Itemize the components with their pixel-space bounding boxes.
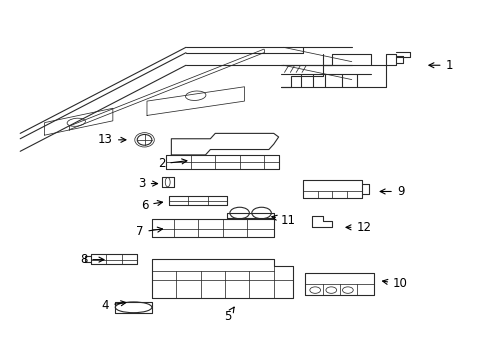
Text: 6: 6 xyxy=(141,199,162,212)
Text: 7: 7 xyxy=(136,225,162,238)
Text: 12: 12 xyxy=(346,221,371,234)
Text: 10: 10 xyxy=(382,278,407,291)
Text: 13: 13 xyxy=(98,133,125,146)
Text: 8: 8 xyxy=(80,253,104,266)
Text: 5: 5 xyxy=(224,307,234,324)
Text: 3: 3 xyxy=(138,177,157,190)
Text: 4: 4 xyxy=(102,299,126,312)
Text: 1: 1 xyxy=(428,59,452,72)
Text: 9: 9 xyxy=(379,185,404,198)
Text: 2: 2 xyxy=(158,157,186,170)
Text: 11: 11 xyxy=(271,214,295,227)
